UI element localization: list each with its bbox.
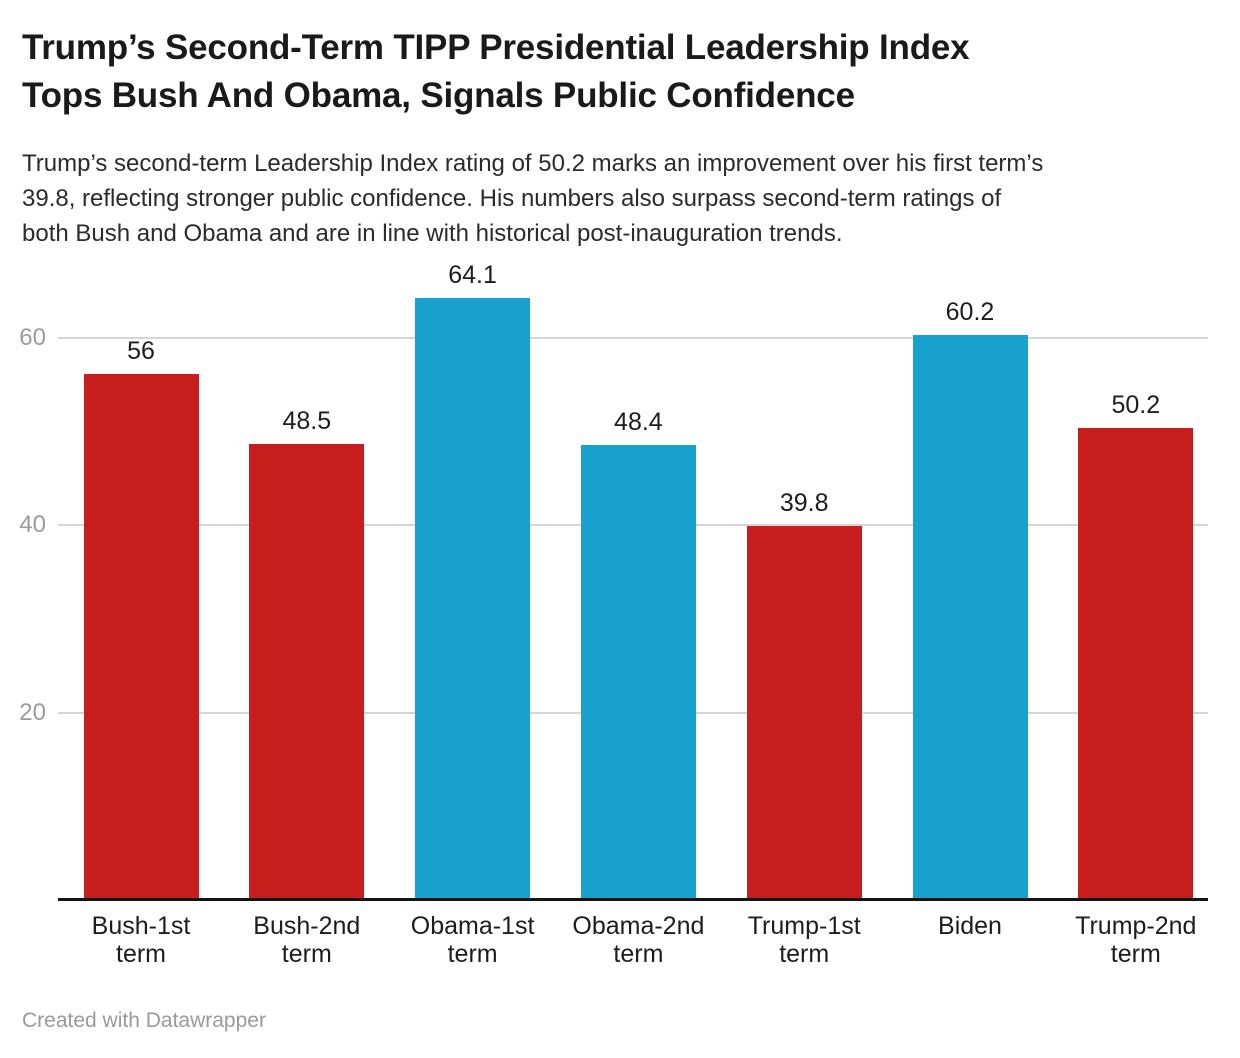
- plot-area: 20 40 60 56 Bush-1st term 48.5 Bush-2nd term 64…: [0, 261, 1240, 969]
- bar-bush-1st-term: [83, 374, 199, 899]
- datawrapper-credit-link[interactable]: Created with Datawrapper: [22, 1009, 266, 1032]
- bar-trump-2nd-term: [1078, 428, 1194, 899]
- y-axis-tick-label: 20: [19, 699, 46, 726]
- x-axis-category-label: Biden: [938, 912, 1002, 940]
- bar-value-label: 64.1: [448, 261, 497, 290]
- bar-trump-1st-term: [746, 525, 862, 899]
- y-axis-tick-label: 60: [19, 324, 46, 351]
- gridline-60: [58, 337, 1208, 339]
- bar-bush-2nd-term: [249, 444, 365, 899]
- chart-title: Trump’s Second-Term TIPP Presidential Le…: [22, 24, 1218, 120]
- bar-obama-1st-term: [415, 298, 531, 899]
- x-axis-category-label: Obama-1st term: [410, 912, 535, 968]
- bar-value-label: 48.4: [614, 408, 663, 437]
- x-axis-category-label: Trump-2nd term: [1075, 912, 1197, 968]
- bar-value-label: 56: [127, 337, 155, 365]
- chart-subtitle: Trump’s second-term Leadership Index rat…: [22, 146, 1218, 251]
- bar-value-label: 50.2: [1111, 391, 1161, 420]
- bar-value-label: 60.2: [945, 297, 995, 326]
- bar-obama-2nd-term: [580, 445, 696, 899]
- x-axis-category-label: Bush-2nd term: [253, 912, 361, 968]
- bar-biden: [912, 334, 1028, 899]
- chart-title-line-2: Tops Bush And Obama, Signals Public Conf…: [22, 76, 855, 115]
- x-axis-baseline: [58, 898, 1208, 901]
- chart-subtitle-line-1: Trump’s second-term Leadership Index rat…: [22, 150, 1044, 177]
- chart-subtitle-line-2: 39.8, reflecting stronger public confide…: [22, 185, 1002, 212]
- chart-subtitle-line-3: both Bush and Obama and are in line with…: [22, 220, 843, 247]
- bar-value-label: 48.5: [282, 407, 332, 436]
- chart-header: Trump’s Second-Term TIPP Presidential Le…: [22, 24, 1218, 251]
- y-axis-tick-label: 40: [19, 511, 46, 538]
- x-axis-category-label: Bush-1st term: [91, 912, 191, 968]
- chart-title-line-1: Trump’s Second-Term TIPP Presidential Le…: [22, 28, 970, 67]
- x-axis-category-label: Trump-1st term: [747, 912, 861, 968]
- x-axis-category-label: Obama-2nd term: [572, 912, 705, 968]
- bar-value-label: 39.8: [779, 488, 829, 517]
- chart-footer: Created with Datawrapper: [22, 1009, 266, 1033]
